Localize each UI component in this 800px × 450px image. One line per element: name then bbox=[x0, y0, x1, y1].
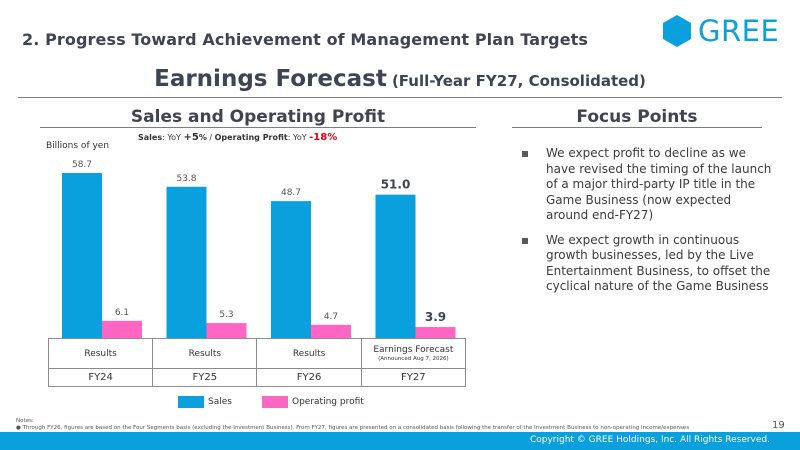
bar-sales-fy25 bbox=[166, 186, 207, 338]
yoy-sales-unit: % bbox=[198, 133, 207, 142]
value-label-sales-fy24: 58.7 bbox=[72, 160, 92, 170]
page-title: Earnings Forecast (Full-Year FY27, Conso… bbox=[0, 66, 800, 92]
yoy-op-value: -18 bbox=[309, 132, 328, 143]
yoy-separator: / bbox=[206, 133, 215, 142]
category-label: FY25 bbox=[152, 368, 258, 387]
value-label-operating-profit-fy26: 4.7 bbox=[324, 312, 338, 322]
sales-op-divider bbox=[40, 127, 476, 128]
bar-sales-fy26 bbox=[271, 201, 311, 338]
value-label-operating-profit-fy24: 6.1 bbox=[115, 308, 129, 318]
page-title-sub: (Full-Year FY27, Consolidated) bbox=[391, 72, 646, 90]
focus-point-text: We expect profit to decline as we have r… bbox=[546, 146, 772, 222]
category-type: Results bbox=[84, 348, 117, 359]
bar-sales-fy27 bbox=[375, 194, 416, 338]
focus-point-item: We expect growth in continuous growth bu… bbox=[522, 233, 772, 295]
category-table: Results Results Results Earnings Forecas… bbox=[47, 338, 467, 387]
section-title: 2. Progress Toward Achievement of Manage… bbox=[22, 30, 589, 49]
value-label-operating-profit-fy27: 3.9 bbox=[425, 310, 446, 324]
value-label-sales-fy27: 51.0 bbox=[381, 178, 411, 192]
yoy-op-label: Operating Profit bbox=[214, 133, 288, 142]
category-type: Results bbox=[188, 348, 222, 359]
yoy-sales-label: Sales bbox=[138, 133, 163, 142]
legend-swatch-sales bbox=[178, 396, 204, 408]
chart-legend: Sales Operating profit bbox=[0, 396, 800, 410]
category-type-cell: Results bbox=[47, 338, 154, 369]
category-label: FY27 bbox=[360, 368, 467, 387]
yoy-sales-yoy-label: : YoY bbox=[162, 133, 181, 142]
page-title-main: Earnings Forecast bbox=[154, 66, 387, 92]
title-divider bbox=[18, 97, 782, 98]
value-label-sales-fy26: 48.7 bbox=[281, 188, 301, 198]
bar-operating-profit-fy26 bbox=[311, 324, 351, 338]
legend-swatch-operating-profit bbox=[262, 396, 288, 408]
legend-item-sales: Sales bbox=[178, 396, 232, 408]
notes-label: Notes: bbox=[16, 418, 34, 424]
focus-point-text: We expect growth in continuous growth bu… bbox=[546, 232, 771, 294]
focus-points-list: We expect profit to decline as we have r… bbox=[522, 146, 772, 304]
page-number: 19 bbox=[772, 420, 785, 431]
logo-text: GREE bbox=[698, 14, 780, 48]
forecast-note: (Announced Aug 7, 2026) bbox=[378, 356, 449, 362]
category-type: Earnings Forecast bbox=[373, 345, 454, 355]
value-label-sales-fy25: 53.8 bbox=[176, 174, 196, 184]
category-label: FY26 bbox=[256, 368, 362, 387]
notes: Notes: ● Through FY26, figures are based… bbox=[16, 418, 756, 432]
y-unit-label: Billions of yen bbox=[46, 141, 110, 151]
yoy-summary: Sales: YoY +5% / Operating Profit: YoY -… bbox=[138, 132, 337, 143]
legend-label-sales: Sales bbox=[208, 397, 232, 407]
gree-logo: GREE bbox=[660, 14, 780, 48]
yoy-op-yoy-label: : YoY bbox=[287, 133, 307, 142]
bar-operating-profit-fy24 bbox=[102, 320, 142, 338]
square-bullet-icon bbox=[522, 151, 528, 157]
bar-sales-fy24 bbox=[62, 173, 102, 338]
focus-points-divider bbox=[512, 127, 762, 128]
square-bullet-icon bbox=[522, 237, 528, 244]
yoy-sales-value: +5 bbox=[183, 132, 199, 143]
legend-item-operating-profit: Operating profit bbox=[262, 396, 364, 408]
bar-operating-profit-fy25 bbox=[206, 323, 247, 338]
focus-point-item: We expect profit to decline as we have r… bbox=[522, 146, 772, 224]
focus-points-heading: Focus Points bbox=[576, 107, 698, 127]
value-label-operating-profit-fy25: 5.3 bbox=[219, 310, 233, 320]
category-type-cell: Results bbox=[256, 338, 362, 369]
category-label: FY24 bbox=[47, 368, 154, 387]
footer-bar: Copyright © GREE Holdings, Inc. All Righ… bbox=[0, 432, 800, 450]
category-type: Results bbox=[292, 348, 326, 359]
bar-operating-profit-fy27 bbox=[415, 327, 456, 338]
category-type-cell: Earnings Forecast (Announced Aug 7, 2026) bbox=[360, 338, 467, 369]
category-type-cell: Results bbox=[152, 338, 258, 369]
legend-label-operating-profit: Operating profit bbox=[292, 397, 364, 407]
note-text: Through FY26, figures are based on the F… bbox=[22, 425, 690, 431]
hexagon-logo-icon bbox=[663, 15, 691, 47]
yoy-op-unit: % bbox=[327, 132, 338, 143]
sales-op-heading: Sales and Operating Profit bbox=[130, 107, 386, 127]
note-item: ● Through FY26, figures are based on the… bbox=[16, 425, 690, 431]
copyright-text: Copyright © GREE Holdings, Inc. All Righ… bbox=[529, 435, 770, 445]
